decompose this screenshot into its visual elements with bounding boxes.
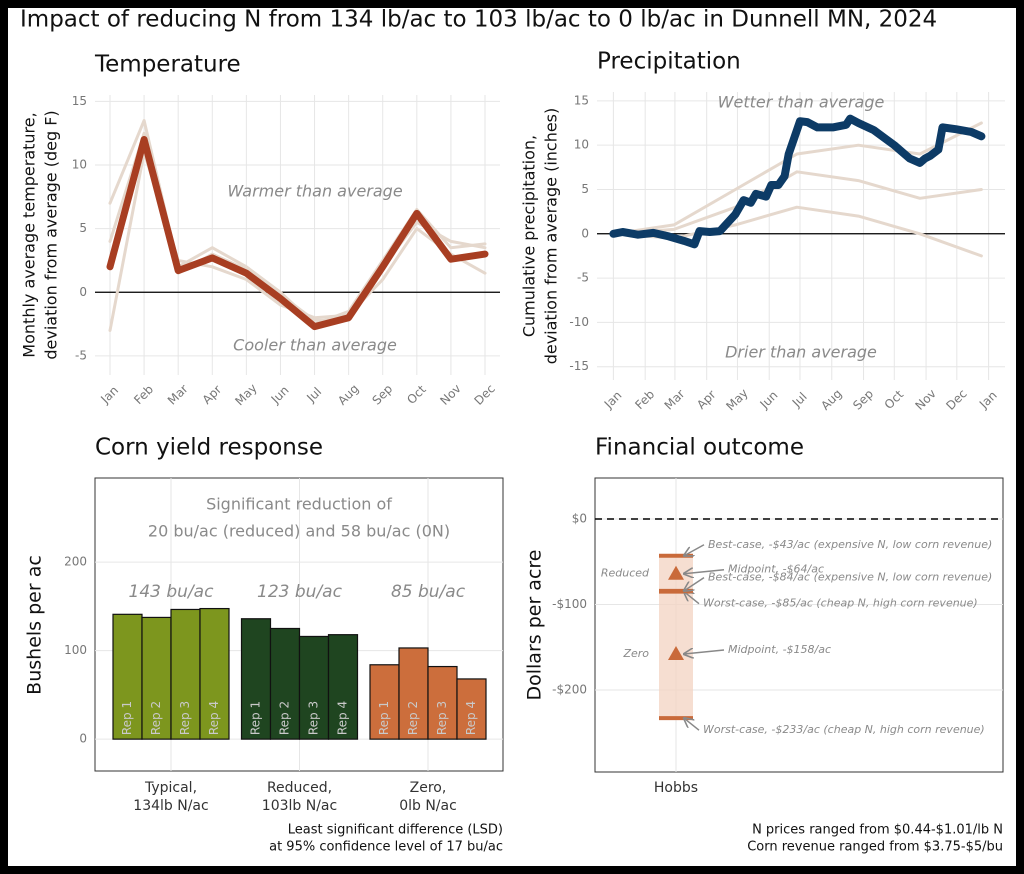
note: Least significant difference (LSD) — [288, 823, 503, 838]
annotation: Warmer than average — [227, 182, 403, 201]
bar-label: Rep 4 — [336, 701, 350, 735]
x-tick-label: 103lb N/ac — [262, 798, 337, 814]
arrow — [684, 650, 725, 654]
bar — [327, 634, 359, 740]
y-tick-label: 5 — [581, 182, 589, 196]
y-axis-label: Dollars per acre — [524, 550, 546, 701]
y-tick-label: -10 — [569, 315, 589, 329]
y-tick-label: 5 — [79, 221, 87, 235]
y-tick-label: 0 — [79, 285, 87, 299]
bar-label: Rep 1 — [377, 701, 391, 735]
bar — [298, 635, 330, 740]
arrow — [684, 576, 705, 591]
y-tick-label: -15 — [569, 359, 589, 373]
arrow — [684, 592, 700, 605]
arrow — [684, 570, 725, 574]
line-series — [611, 170, 983, 236]
bar-label: Rep 2 — [406, 701, 420, 735]
y-axis-label: Cumulative precipitation, — [520, 135, 539, 337]
value-label: Best-case, -$84/ac (expensive N, low cor… — [708, 571, 992, 584]
value-label: Worst-case, -$85/ac (cheap N, high corn … — [703, 597, 978, 610]
x-tick-label: Reduced, — [267, 780, 332, 796]
y-tick-label: 0 — [79, 732, 87, 746]
bar-label: Rep 3 — [178, 701, 192, 735]
note: at 95% confidence level of 17 bu/ac — [269, 840, 503, 855]
bar-label: Rep 1 — [120, 701, 134, 735]
annotation: Drier than average — [725, 343, 877, 362]
panel-title: Precipitation — [597, 49, 741, 75]
x-tick-label: 0lb N/ac — [399, 798, 457, 814]
y-tick-label: -$100 — [552, 597, 587, 611]
bar — [369, 664, 400, 740]
bar — [398, 647, 429, 740]
line-series — [106, 136, 489, 331]
bar-label: Rep 2 — [278, 701, 292, 735]
bar-label: Rep 3 — [307, 701, 321, 735]
x-tick-label: 134lb N/ac — [133, 798, 208, 814]
bar — [199, 607, 230, 740]
y-tick-label: 15 — [72, 94, 87, 108]
annotation: Wetter than average — [718, 93, 885, 112]
x-tick-label: Zero, — [410, 780, 447, 796]
panel-title: Corn yield response — [95, 435, 323, 461]
y-tick-label: 100 — [64, 643, 87, 657]
bar-label: Rep 2 — [149, 701, 163, 735]
value-label: Worst-case, -$233/ac (cheap N, high corn… — [703, 723, 985, 736]
bar-label: Rep 3 — [435, 701, 449, 735]
x-tick-label: Hobbs — [654, 780, 698, 796]
bar — [240, 618, 272, 740]
series-label: Reduced — [601, 567, 650, 580]
annotation: 20 bu/ac (reduced) and 58 bu/ac (0N) — [148, 522, 450, 541]
panel-title: Temperature — [94, 52, 241, 78]
y-tick-label: 200 — [64, 555, 87, 569]
note: N prices ranged from $0.44-$1.01/lb N — [752, 823, 1003, 838]
group-label: 85 bu/ac — [391, 582, 466, 602]
note: Corn revenue ranged from $3.75-$5/bu — [747, 840, 1003, 855]
midpoint — [668, 565, 684, 580]
bar — [141, 616, 172, 740]
y-axis-label: Bushels per ac — [24, 555, 46, 695]
x-tick-label: Typical, — [144, 780, 197, 796]
line-series — [609, 114, 986, 249]
y-axis-label: Monthly average temperature, — [20, 112, 39, 357]
bar — [427, 665, 458, 740]
arrow — [684, 544, 705, 556]
bar — [112, 613, 143, 740]
annotation: Significant reduction of — [206, 495, 392, 514]
y-axis-label: deviation from average (inches) — [542, 108, 561, 365]
panel-title: Financial outcome — [595, 435, 804, 461]
annotation: Cooler than average — [233, 336, 397, 355]
value-label: Midpoint, -$64/ac — [728, 563, 824, 576]
value-label: Midpoint, -$158/ac — [728, 643, 831, 656]
series-label: Zero — [622, 647, 649, 660]
y-tick-label: -5 — [577, 271, 589, 285]
bar-label: Rep 4 — [207, 701, 221, 735]
value-label: Best-case, -$43/ac (expensive N, low cor… — [708, 538, 992, 551]
y-tick-label: -5 — [75, 348, 87, 362]
y-tick-label: 10 — [72, 158, 87, 172]
line-series — [611, 121, 983, 236]
y-tick-label: -$200 — [552, 682, 587, 696]
group-label: 143 bu/ac — [129, 582, 215, 602]
y-tick-label: 0 — [581, 226, 589, 240]
arrow — [684, 718, 700, 731]
group-label: 123 bu/ac — [257, 582, 343, 602]
midpoint — [668, 646, 684, 661]
bar — [456, 678, 487, 740]
y-tick-label: 10 — [574, 138, 589, 152]
y-tick-label: 15 — [574, 93, 589, 107]
y-tick-label: $0 — [572, 512, 587, 526]
y-axis-label: deviation from average (deg F) — [42, 110, 61, 359]
bar-label: Rep 4 — [464, 701, 478, 735]
plot-border — [594, 477, 1004, 773]
bar-label: Rep 1 — [249, 701, 263, 735]
figure-title: Impact of reducing N from 134 lb/ac to 1… — [20, 7, 937, 33]
